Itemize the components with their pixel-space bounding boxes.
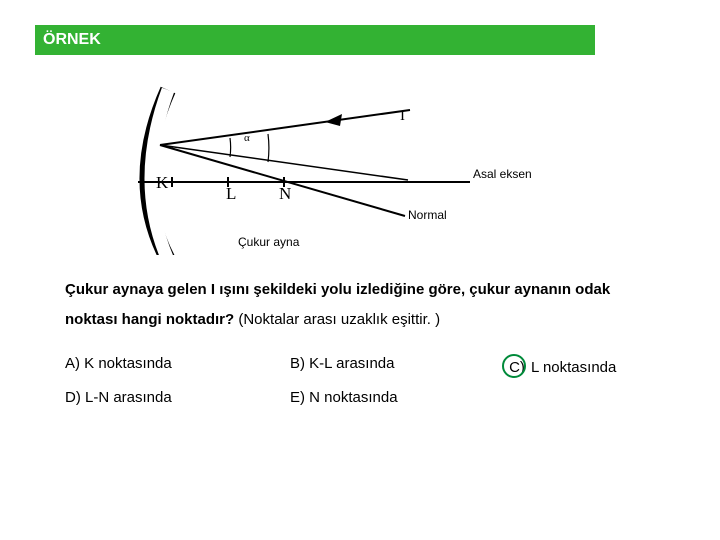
option-e: E) N noktasında	[290, 389, 505, 406]
option-c: C) L noktasında	[505, 355, 665, 379]
options-row-2: D) L-N arasında E) N noktasında	[65, 389, 680, 406]
label-cukur-ayna: Çukur ayna	[238, 235, 299, 249]
options-row-1: A) K noktasında B) K-L arasında C) L nok…	[65, 355, 680, 379]
label-normal: Normal	[408, 208, 447, 222]
label-N: N	[279, 184, 291, 204]
option-b: B) K-L arasında	[290, 355, 505, 379]
question-text-block: Çukur aynaya gelen I ışını şekildeki yol…	[65, 275, 665, 335]
label-alpha: α	[244, 132, 250, 144]
label-asal-eksen: Asal eksen	[473, 167, 532, 181]
question-note: (Noktalar arası uzaklık eşittir. )	[238, 311, 440, 328]
correct-answer-circle: C)	[505, 355, 529, 379]
option-c-rest: L noktasında	[531, 359, 616, 376]
options-block: A) K noktasında B) K-L arasında C) L nok…	[65, 345, 680, 406]
circle-icon	[502, 354, 526, 378]
mirror-diagram: Asal eksen Normal Çukur ayna K L N I α	[120, 85, 600, 255]
label-I: I	[400, 108, 405, 125]
example-header: ÖRNEK	[35, 25, 595, 55]
label-L: L	[226, 184, 236, 204]
header-title: ÖRNEK	[43, 31, 101, 49]
option-d: D) L-N arasında	[65, 389, 290, 406]
label-K: K	[156, 173, 168, 193]
option-a: A) K noktasında	[65, 355, 290, 379]
